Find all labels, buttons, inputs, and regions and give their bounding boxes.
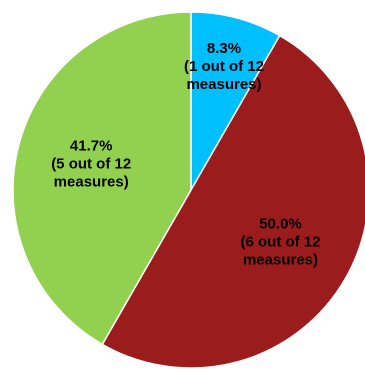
slice-label-line: (6 out of 12 — [240, 233, 320, 250]
pie-slice-0 — [190, 11, 281, 193]
slice-label-line: 41.7% — [70, 137, 113, 154]
slice-label-2: 41.7% (5 out of 12 measures) — [51, 137, 131, 190]
slice-label-line: (5 out of 12 — [51, 155, 131, 172]
slice-label-line: measures) — [243, 251, 318, 268]
pie-slices — [12, 11, 365, 369]
slice-label-line: measures) — [54, 173, 129, 190]
pie-slice-2 — [12, 11, 192, 346]
slice-label-line: 8.3% — [207, 40, 241, 57]
pie-labels: 8.3% (1 out of 12 measures)50.0% (6 out of … — [51, 40, 320, 268]
slice-label-line: measures) — [186, 76, 261, 93]
slice-label-line: (1 out of 12 — [184, 58, 264, 75]
slice-label-line: 50.0% — [259, 215, 302, 232]
pie-slice-1 — [101, 34, 365, 369]
slice-label-1: 50.0% (6 out of 12 measures) — [240, 215, 320, 268]
slice-label-0: 8.3% (1 out of 12 measures) — [184, 40, 264, 93]
